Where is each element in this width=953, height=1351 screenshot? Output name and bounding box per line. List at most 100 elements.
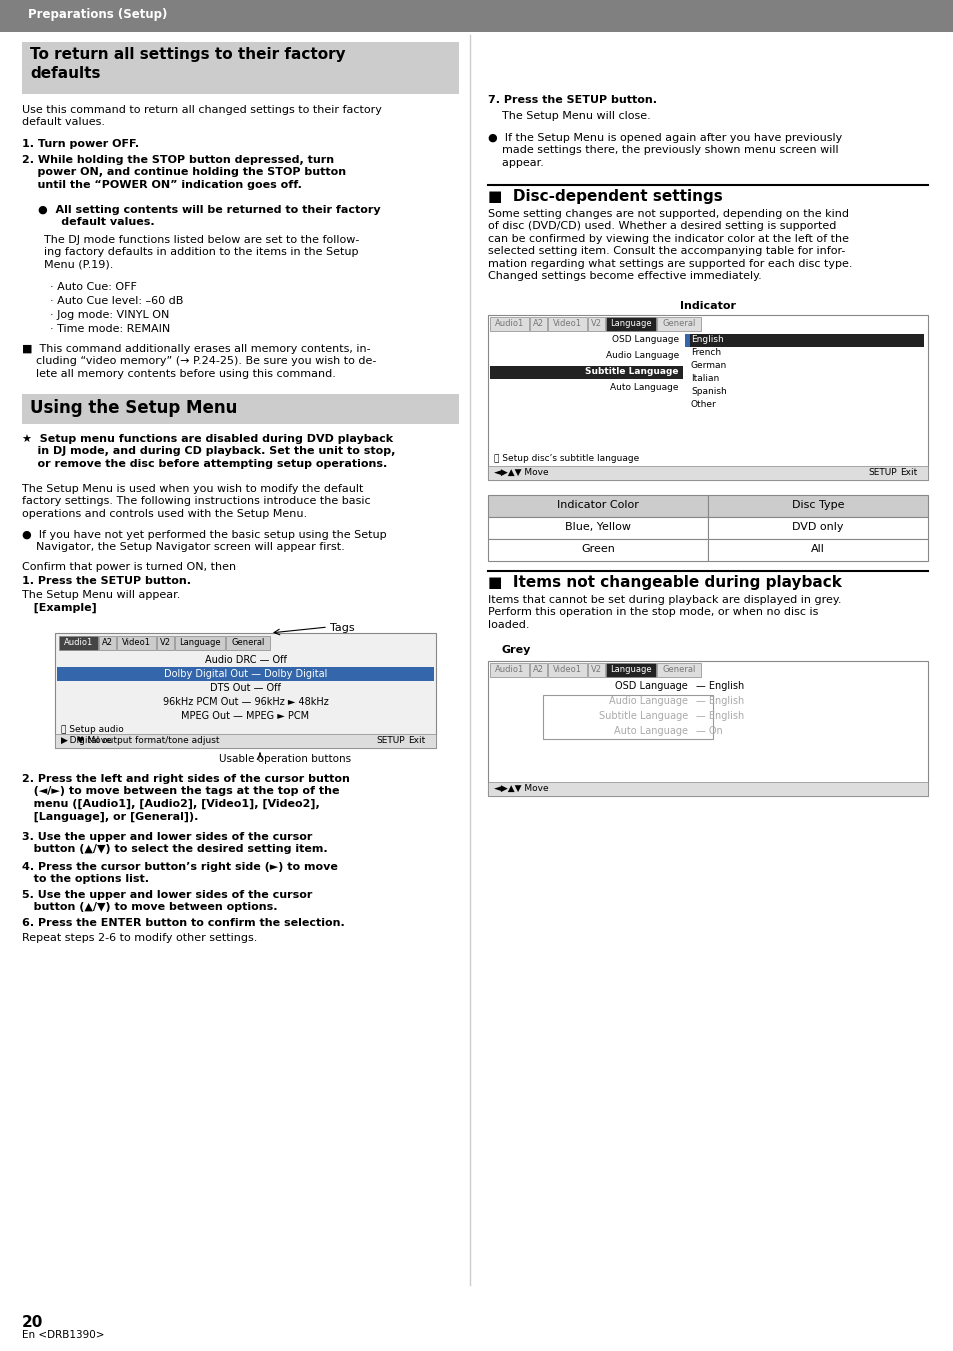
Text: The Setup Menu will appear.: The Setup Menu will appear.	[22, 590, 180, 600]
Text: Exit: Exit	[408, 736, 425, 744]
Text: Items that cannot be set during playback are displayed in grey.
Perform this ope: Items that cannot be set during playback…	[488, 594, 841, 630]
Bar	[0, 0, 953, 32]
Text: Green: Green	[580, 544, 615, 554]
Text: 2. Press the left and right sides of the cursor button
   (◄/►) to move between : 2. Press the left and right sides of the…	[22, 774, 350, 821]
Bar	[59, 636, 98, 650]
Bar	[55, 734, 436, 748]
Bar	[542, 694, 712, 739]
Text: A2: A2	[533, 319, 543, 328]
Text: Subtitle Language: Subtitle Language	[585, 367, 679, 376]
Bar	[684, 334, 923, 347]
Text: Language: Language	[610, 665, 651, 674]
Text: ●  If you have not yet performed the basic setup using the Setup
    Navigator, : ● If you have not yet performed the basi…	[22, 530, 386, 553]
Text: 96kHz PCM Out — 96kHz ► 48kHz: 96kHz PCM Out — 96kHz ► 48kHz	[162, 697, 328, 707]
Bar	[547, 663, 586, 677]
Text: Language: Language	[179, 638, 220, 647]
Text: Tags: Tags	[330, 623, 355, 634]
Bar	[657, 317, 700, 331]
Text: — On: — On	[696, 725, 722, 736]
Text: Repeat steps 2-6 to modify other settings.: Repeat steps 2-6 to modify other setting…	[22, 934, 257, 943]
Text: Grey: Grey	[501, 644, 531, 655]
Text: MPEG Out — MPEG ► PCM: MPEG Out — MPEG ► PCM	[181, 711, 309, 721]
Bar	[488, 539, 707, 561]
Text: A2: A2	[102, 638, 112, 647]
Text: 1. Press the SETUP button.: 1. Press the SETUP button.	[22, 576, 191, 586]
Text: Disc Type: Disc Type	[791, 500, 843, 509]
Text: · Time mode: REMAIN: · Time mode: REMAIN	[50, 324, 170, 334]
Text: Use this command to return all changed settings to their factory
default values.: Use this command to return all changed s…	[22, 105, 381, 127]
Text: ◄▶▲▼ Move: ◄▶▲▼ Move	[494, 784, 548, 793]
Bar	[657, 663, 700, 677]
Text: Auto Language: Auto Language	[610, 382, 679, 392]
Bar	[57, 667, 434, 681]
Bar	[530, 663, 546, 677]
Text: Usable operation buttons: Usable operation buttons	[218, 754, 351, 765]
Text: To return all settings to their factory
defaults: To return all settings to their factory …	[30, 47, 345, 81]
Bar	[22, 394, 458, 424]
Text: Language: Language	[610, 319, 651, 328]
Text: Italian: Italian	[690, 374, 719, 382]
Text: Digital output format/tone adjust: Digital output format/tone adjust	[61, 736, 219, 744]
Text: OSD Language: OSD Language	[615, 681, 687, 690]
Text: [Example]: [Example]	[22, 603, 96, 613]
Text: ⓘ Setup disc’s subtitle language: ⓘ Setup disc’s subtitle language	[494, 454, 639, 463]
Bar	[707, 494, 927, 517]
Text: Audio Language: Audio Language	[608, 696, 687, 707]
Bar	[490, 366, 682, 380]
Text: French: French	[690, 349, 720, 357]
Text: Preparations (Setup): Preparations (Setup)	[28, 8, 167, 22]
Bar	[117, 636, 156, 650]
Text: ★  Setup menu functions are disabled during DVD playback
    in DJ mode, and dur: ★ Setup menu functions are disabled duri…	[22, 434, 395, 469]
Text: All: All	[810, 544, 824, 554]
Bar	[157, 636, 173, 650]
Bar	[490, 317, 529, 331]
Text: Indicator: Indicator	[679, 301, 735, 311]
Text: The Setup Menu will close.: The Setup Menu will close.	[501, 111, 650, 122]
Text: Exit: Exit	[899, 467, 916, 477]
Text: 7. Press the SETUP button.: 7. Press the SETUP button.	[488, 95, 657, 105]
Text: 5. Use the upper and lower sides of the cursor
   button (▲/▼) to move between o: 5. Use the upper and lower sides of the …	[22, 890, 312, 912]
Text: ■  Disc-dependent settings: ■ Disc-dependent settings	[488, 189, 722, 204]
Text: ◄▶▲▼ Move: ◄▶▲▼ Move	[494, 467, 548, 477]
Text: Dolby Digital Out — Dolby Digital: Dolby Digital Out — Dolby Digital	[164, 669, 327, 680]
Text: Video1: Video1	[553, 665, 581, 674]
Text: Video1: Video1	[553, 319, 581, 328]
Bar	[174, 636, 225, 650]
Text: — English: — English	[696, 681, 743, 690]
Bar	[707, 517, 927, 539]
Bar	[22, 42, 458, 95]
Text: — English: — English	[696, 696, 743, 707]
Text: ■  Items not changeable during playback: ■ Items not changeable during playback	[488, 576, 841, 590]
Text: Video1: Video1	[122, 638, 151, 647]
Bar	[488, 661, 927, 796]
Text: ■  This command additionally erases all memory contents, in-
    cluding “video : ■ This command additionally erases all m…	[22, 345, 376, 378]
Bar	[490, 663, 529, 677]
Text: A2: A2	[533, 665, 543, 674]
Bar	[684, 334, 689, 347]
Text: Subtitle Language: Subtitle Language	[598, 711, 687, 721]
Text: OSD Language: OSD Language	[611, 335, 679, 345]
Bar	[99, 636, 116, 650]
Text: ▶   ♥ Move: ▶ ♥ Move	[61, 736, 112, 744]
Text: General: General	[232, 638, 265, 647]
Text: General: General	[662, 319, 695, 328]
Text: The Setup Menu is used when you wish to modify the default
factory settings. The: The Setup Menu is used when you wish to …	[22, 484, 370, 519]
Text: Spanish: Spanish	[690, 386, 726, 396]
Text: SETUP: SETUP	[375, 736, 404, 744]
Text: SETUP: SETUP	[867, 467, 896, 477]
Text: ●  All setting contents will be returned to their factory
      default values.: ● All setting contents will be returned …	[38, 205, 380, 227]
Text: V2: V2	[590, 319, 601, 328]
Text: ●  If the Setup Menu is opened again after you have previously
    made settings: ● If the Setup Menu is opened again afte…	[488, 132, 841, 168]
Text: · Auto Cue level: –60 dB: · Auto Cue level: –60 dB	[50, 296, 183, 305]
Text: Auto Language: Auto Language	[614, 725, 687, 736]
Text: Some setting changes are not supported, depending on the kind
of disc (DVD/CD) u: Some setting changes are not supported, …	[488, 209, 852, 281]
Text: English: English	[690, 335, 723, 345]
Text: Other: Other	[690, 400, 716, 409]
Text: 4. Press the cursor button’s right side (►) to move
   to the options list.: 4. Press the cursor button’s right side …	[22, 862, 337, 885]
Bar	[605, 317, 656, 331]
Text: Audio DRC — Off: Audio DRC — Off	[204, 655, 286, 665]
Text: DTS Out — Off: DTS Out — Off	[210, 684, 280, 693]
Bar	[488, 494, 707, 517]
Bar	[488, 315, 927, 480]
Text: Using the Setup Menu: Using the Setup Menu	[30, 399, 237, 417]
